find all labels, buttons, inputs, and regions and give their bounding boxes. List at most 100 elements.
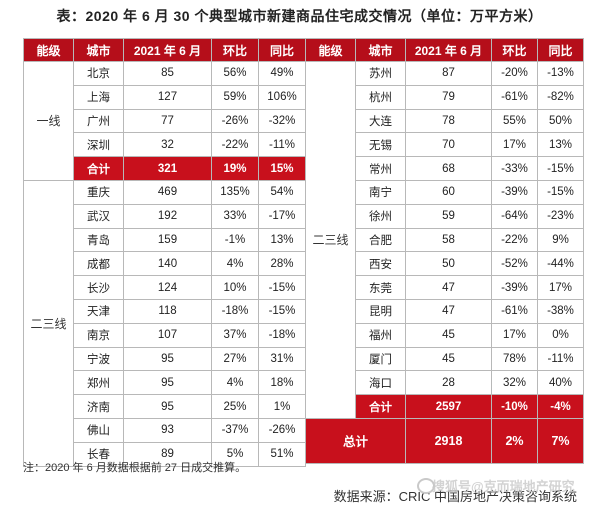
city-cell: 昆明: [355, 298, 406, 324]
mom-cell: 27%: [211, 346, 259, 372]
table-row: 常州 68 -33% -15%: [306, 156, 584, 181]
mom-cell: 135%: [211, 179, 259, 205]
city-cell: 徐州: [355, 203, 406, 229]
table-title: 表：2020 年 6 月 30 个典型城市新建商品住宅成交情况（单位：万平方米）: [56, 8, 543, 24]
city-cell: 天津: [73, 298, 124, 324]
header-value: 2021 年 6 月: [405, 38, 492, 62]
value-cell: 95: [123, 394, 212, 419]
yoy-cell: -38%: [537, 298, 584, 324]
mom-cell: 17%: [491, 322, 538, 348]
value-cell: 95: [123, 346, 212, 372]
city-cell: 苏州: [355, 61, 406, 86]
value-cell: 107: [123, 322, 212, 348]
table-row: 上海 127 59% 106%: [24, 84, 306, 110]
table-row: 西安 50 -52% -44%: [306, 251, 584, 277]
mom-cell: -37%: [211, 417, 259, 443]
yoy-cell: 51%: [258, 441, 306, 467]
header-row: 能级 城市 2021 年 6 月 环比 同比: [305, 38, 584, 62]
yoy-cell: -15%: [537, 179, 584, 205]
value-cell: 192: [123, 203, 212, 229]
table-row: 厦门 45 78% -11%: [306, 346, 584, 372]
table-row: 长春 89 5% 51%: [24, 441, 306, 467]
city-cell: 南京: [73, 322, 124, 348]
tier-label: 二三线: [305, 61, 356, 419]
city-cell: 无锡: [355, 132, 406, 158]
city-cell: 宁波: [73, 346, 124, 372]
table-row: 青岛 159 -1% 13%: [24, 227, 306, 253]
mom-cell: -22%: [211, 132, 259, 158]
table-row: 二三线 苏州 87 -20% -13%: [305, 61, 584, 419]
mom-cell: -61%: [491, 84, 538, 110]
city-cell: 重庆: [73, 179, 124, 205]
city-cell: 西安: [355, 251, 406, 277]
value-cell: 32: [123, 132, 212, 158]
yoy-cell: 18%: [258, 370, 306, 396]
mom-cell: 17%: [491, 132, 538, 158]
table-row: 无锡 70 17% 13%: [306, 132, 584, 158]
mom-cell: -33%: [491, 156, 538, 181]
mom-cell: 4%: [211, 251, 259, 277]
yoy-cell: -26%: [258, 417, 306, 443]
table-row: 海口 28 32% 40%: [306, 370, 584, 396]
mom-cell: 10%: [211, 275, 259, 300]
header-tier: 能级: [23, 38, 74, 62]
total-yoy: 7%: [537, 417, 584, 464]
table-row: 大连 78 55% 50%: [306, 108, 584, 134]
value-cell: 78: [405, 108, 492, 134]
mom-cell: -10%: [491, 394, 538, 419]
city-cell: 常州: [355, 156, 406, 181]
value-cell: 70: [405, 132, 492, 158]
header-city: 城市: [73, 38, 124, 62]
yoy-cell: 50%: [537, 108, 584, 134]
value-cell: 60: [405, 179, 492, 205]
mom-cell: -20%: [491, 61, 538, 86]
city-cell: 厦门: [355, 346, 406, 372]
value-cell: 79: [405, 84, 492, 110]
city-cell: 广州: [73, 108, 124, 134]
yoy-cell: -11%: [258, 132, 306, 158]
table-row: 福州 45 17% 0%: [306, 322, 584, 348]
mom-cell: -18%: [211, 298, 259, 324]
value-cell: 85: [123, 61, 212, 86]
mom-cell: -26%: [211, 108, 259, 134]
table-row: 广州 77 -26% -32%: [24, 108, 306, 134]
mom-cell: -52%: [491, 251, 538, 277]
header-value: 2021 年 6 月: [123, 38, 212, 62]
subtotal-row: 合计 2597 -10% -4%: [306, 394, 584, 419]
city-cell: 成都: [73, 251, 124, 277]
value-cell: 2597: [405, 394, 492, 419]
city-cell: 海口: [355, 370, 406, 396]
yoy-cell: 0%: [537, 322, 584, 348]
table-row: 天津 118 -18% -15%: [24, 298, 306, 324]
value-cell: 127: [123, 84, 212, 110]
yoy-cell: -15%: [258, 275, 306, 300]
value-cell: 47: [405, 275, 492, 300]
yoy-cell: 9%: [537, 227, 584, 253]
city-cell: 杭州: [355, 84, 406, 110]
yoy-cell: 28%: [258, 251, 306, 277]
value-cell: 469: [123, 179, 212, 205]
value-cell: 93: [123, 417, 212, 443]
value-cell: 118: [123, 298, 212, 324]
mom-cell: 19%: [211, 156, 259, 181]
mom-cell: -22%: [491, 227, 538, 253]
data-tables: 能级 城市 2021 年 6 月 环比 同比 一线 北京 85 56% 49% 上海 127…: [23, 38, 584, 467]
table-row: 成都 140 4% 28%: [24, 251, 306, 277]
table-row: 深圳 32 -22% -11%: [24, 132, 306, 158]
yoy-cell: -17%: [258, 203, 306, 229]
city-cell: 大连: [355, 108, 406, 134]
mom-cell: 55%: [491, 108, 538, 134]
mom-cell: 4%: [211, 370, 259, 396]
yoy-cell: 13%: [258, 227, 306, 253]
value-cell: 321: [123, 156, 212, 181]
mom-cell: 37%: [211, 322, 259, 348]
mom-cell: 25%: [211, 394, 259, 419]
tier-label: 二三线: [23, 179, 74, 467]
header-tier: 能级: [305, 38, 356, 62]
mom-cell: 32%: [491, 370, 538, 396]
city-cell: 北京: [73, 61, 124, 86]
yoy-cell: 40%: [537, 370, 584, 396]
table-row: 武汉 192 33% -17%: [24, 203, 306, 229]
city-cell: 南宁: [355, 179, 406, 205]
city-cell: 福州: [355, 322, 406, 348]
